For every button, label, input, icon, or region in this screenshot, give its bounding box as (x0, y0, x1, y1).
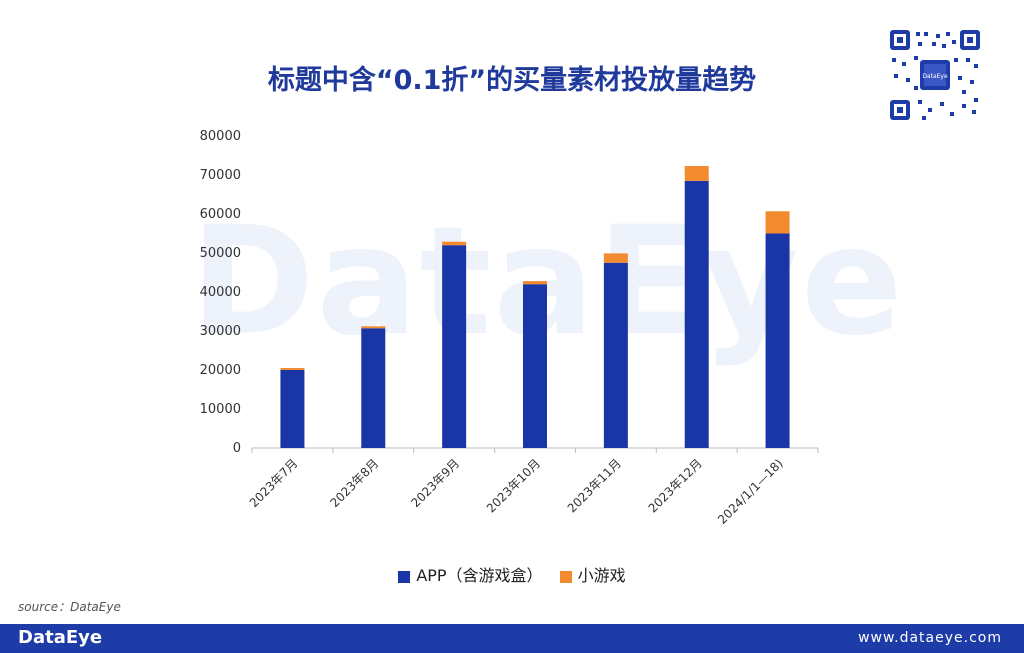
chart-title: 标题中含“0.1折”的买量素材投放量趋势 (267, 65, 757, 96)
bar-app (765, 233, 790, 448)
bar-mini-game (280, 368, 305, 370)
bar-app (684, 180, 709, 448)
y-tick-label: 10000 (200, 402, 241, 417)
y-axis: 0 10000 20000 30000 40000 50000 60000 70000 8000… (200, 129, 241, 456)
footer-bar: DataEye www.dataeye.com (0, 624, 1024, 653)
legend-item-mini: 小游戏 (559, 562, 626, 586)
y-tick-label: 60000 (200, 207, 241, 222)
bar-app (442, 245, 467, 448)
source-note: source：DataEye (18, 600, 121, 614)
bar-app (603, 262, 628, 448)
y-tick-label: 0 (233, 441, 241, 456)
legend-item-app: APP（含游戏盒） (398, 562, 543, 586)
y-tick-label: 80000 (200, 129, 241, 144)
svg-text:DataEye: DataEye (922, 73, 948, 80)
legend-swatch-app (398, 570, 411, 583)
bar-app (523, 284, 547, 448)
footer-logo: DataEye (18, 627, 103, 648)
x-axis: 2023年7月 2023年8月 2023年9月 2023年10月 2023年11月 202… (247, 447, 819, 527)
bar-app (361, 328, 386, 448)
footer-url: www.dataeye.com (858, 630, 1002, 646)
y-tick-label: 30000 (200, 324, 241, 339)
bar-mini-game (361, 326, 386, 329)
bar-mini-game (603, 253, 628, 263)
x-tick-label: 2023年10月 (484, 456, 543, 515)
bar-mini-game (523, 281, 547, 285)
legend-label-mini: 小游戏 (577, 566, 626, 585)
y-tick-label: 20000 (200, 363, 241, 378)
x-tick-label: 2023年9月 (408, 456, 462, 510)
bar-mini-game (442, 241, 467, 246)
bars (280, 166, 790, 448)
bar-mini-game (684, 166, 709, 181)
y-tick-label: 40000 (200, 285, 241, 300)
bar-mini-game (765, 211, 790, 234)
legend: APP（含游戏盒） 小游戏 (0, 562, 1024, 586)
x-tick-label: 2023年11月 (565, 456, 624, 515)
x-tick-label: 2023年8月 (328, 456, 382, 510)
bar-app (280, 370, 305, 448)
legend-label-app: APP（含游戏盒） (416, 566, 543, 585)
y-tick-label: 70000 (200, 168, 241, 183)
y-tick-label: 50000 (200, 246, 241, 261)
x-tick-label: 2024/1/1—18) (715, 456, 786, 527)
legend-swatch-mini (559, 570, 572, 583)
x-tick-label: 2023年12月 (646, 456, 705, 515)
qr-code-icon: DataEye (888, 28, 982, 122)
x-tick-label: 2023年7月 (247, 456, 301, 510)
